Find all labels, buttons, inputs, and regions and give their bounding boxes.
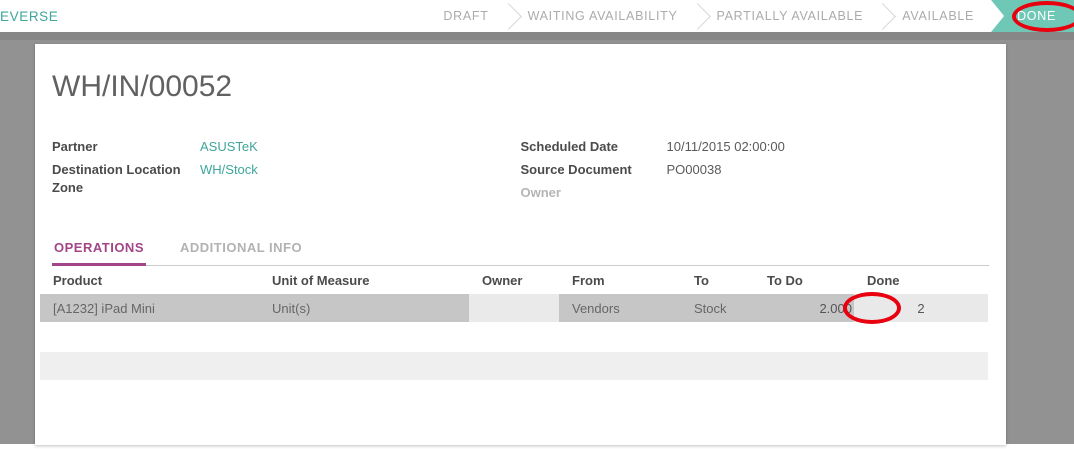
chevron-separator-icon (683, 2, 711, 30)
topbar-shadow-band (0, 32, 1074, 40)
field-group-left: Partner ASUSTeK Destination Location Zon… (52, 136, 521, 205)
cell-to[interactable]: Stock (694, 301, 727, 316)
field-label: Scheduled Date (520, 139, 619, 154)
operations-table: Product Unit of Measure Owner From To To… (40, 269, 988, 322)
partner-link[interactable]: ASUSTeK (200, 139, 258, 154)
chevron-separator-icon (869, 2, 897, 30)
statusbar-step-available[interactable]: AVAILABLE (902, 9, 975, 23)
column-header-to-do: To Do (767, 273, 803, 288)
cell-product[interactable]: [A1232] iPad Mini (53, 301, 155, 316)
notebook-tabs: OPERATIONS ADDITIONAL INFO (52, 240, 989, 266)
source-document-value: PO00038 (666, 162, 722, 177)
field-groups: Partner ASUSTeK Destination Location Zon… (52, 136, 989, 205)
field-source-document: Source Document PO00038 (521, 159, 990, 182)
field-label: Partner (52, 139, 98, 154)
cell-unit-of-measure[interactable]: Unit(s) (272, 301, 311, 316)
cell-from[interactable]: Vendors (572, 301, 620, 316)
cell-to-do[interactable]: 2.000 (819, 301, 852, 316)
statusbar-step-draft[interactable]: DRAFT (443, 9, 489, 23)
statusbar-step-done-active[interactable]: DONE (991, 0, 1074, 32)
cell-owner[interactable] (469, 294, 559, 322)
field-destination-location-zone: Destination Location Zone WH/Stock (52, 159, 521, 197)
tab-additional-info[interactable]: ADDITIONAL INFO (180, 240, 303, 255)
statusbar-step-waiting-availability[interactable]: WAITING AVAILABILITY (527, 9, 678, 23)
table-header-row: Product Unit of Measure Owner From To To… (40, 269, 988, 294)
field-group-right: Scheduled Date 10/11/2015 02:00:00 Sourc… (521, 136, 990, 205)
document-sheet: WH/IN/00052 Partner ASUSTeK Destination … (35, 44, 1006, 445)
reverse-button[interactable]: EVERSE (0, 8, 59, 24)
column-header-owner: Owner (482, 273, 523, 288)
statusbar-step-partially-available[interactable]: PARTIALLY AVAILABLE (716, 9, 864, 23)
column-header-to: To (694, 273, 709, 288)
page-title: WH/IN/00052 (52, 70, 233, 103)
column-header-done: Done (867, 273, 900, 288)
column-header-from: From (572, 273, 605, 288)
statusbar: DRAFT WAITING AVAILABILITY PARTIALLY AVA… (426, 0, 1074, 32)
field-owner: Owner (521, 182, 990, 205)
empty-list-placeholder-row[interactable] (40, 352, 988, 380)
table-row[interactable]: [A1232] iPad Mini Unit(s) Vendors Stock … (40, 294, 988, 322)
cell-done[interactable]: 2 (854, 294, 988, 322)
chevron-separator-icon (494, 2, 522, 30)
column-header-product: Product (53, 273, 103, 288)
field-label: Owner (520, 185, 561, 200)
tab-operations[interactable]: OPERATIONS (52, 240, 146, 266)
field-partner: Partner ASUSTeK (52, 136, 521, 159)
destination-location-link[interactable]: WH/Stock (200, 162, 258, 177)
field-label: Source Document (520, 162, 632, 177)
top-bar: EVERSE DRAFT WAITING AVAILABILITY PARTIA… (0, 0, 1074, 32)
column-header-unit-of-measure: Unit of Measure (272, 273, 370, 288)
field-label: Destination Location Zone (52, 162, 181, 195)
field-scheduled-date: Scheduled Date 10/11/2015 02:00:00 (521, 136, 990, 159)
scheduled-date-value: 10/11/2015 02:00:00 (666, 139, 785, 154)
